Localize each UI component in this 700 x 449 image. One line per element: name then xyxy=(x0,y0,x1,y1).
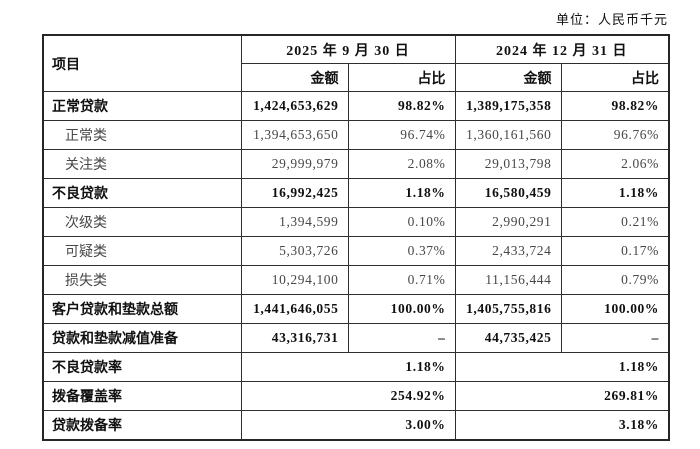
amount-2025-cell: 43,316,731 xyxy=(240,323,349,353)
table-row: 客户贷款和垫款总额 1,441,646,055 100.00% 1,405,755,8… xyxy=(42,294,670,324)
row-label-cell: 正常贷款 xyxy=(42,91,242,121)
value-2025-cell: 254.92% xyxy=(240,381,456,411)
row-label-cell: 关注类 xyxy=(42,149,242,179)
table-row: 可疑类 5,303,726 0.37% 2,433,724 0.17% xyxy=(42,236,670,266)
loan-quality-table: 项目 2025 年 9 月 30 日 2024 年 12 月 31 日 金额 占… xyxy=(42,34,670,441)
ratio-2025-cell: 0.37% xyxy=(347,236,456,266)
ratio-2025-cell: 1.18% xyxy=(347,178,456,208)
ratio-2025-cell: 100.00% xyxy=(347,294,456,324)
amount-2024-cell: 1,389,175,358 xyxy=(454,91,562,121)
amount-2025-cell: 1,394,599 xyxy=(240,207,349,237)
header-ratio-2025: 占比 xyxy=(347,63,456,92)
table-row: 不良贷款 16,992,425 1.18% 16,580,459 1.18% xyxy=(42,178,670,208)
ratio-2025-cell: 0.71% xyxy=(347,265,456,295)
header-period-2024: 2024 年 12 月 31 日 xyxy=(454,34,670,64)
header-amount-2025: 金额 xyxy=(240,63,349,92)
row-label-cell: 拨备覆盖率 xyxy=(42,381,242,411)
ratio-2025-cell: 2.08% xyxy=(347,149,456,179)
ratio-2024-cell: 0.79% xyxy=(560,265,670,295)
table-header: 项目 2025 年 9 月 30 日 2024 年 12 月 31 日 金额 占… xyxy=(42,34,670,92)
table-row: 正常类 1,394,653,650 96.74% 1,360,161,560 96.76… xyxy=(42,120,670,150)
header-ratio-2024: 占比 xyxy=(560,63,670,92)
ratio-2024-cell: 0.17% xyxy=(560,236,670,266)
ratio-2024-cell: 96.76% xyxy=(560,120,670,150)
amount-2024-cell: 29,013,798 xyxy=(454,149,562,179)
table-row: 不良贷款率 1.18% 1.18% xyxy=(42,352,670,382)
amount-2025-cell: 1,394,653,650 xyxy=(240,120,349,150)
row-label-cell: 可疑类 xyxy=(42,236,242,266)
row-label-cell: 正常类 xyxy=(42,120,242,150)
amount-2024-cell: 1,360,161,560 xyxy=(454,120,562,150)
row-label-cell: 贷款拨备率 xyxy=(42,410,242,441)
amount-2025-cell: 1,424,653,629 xyxy=(240,91,349,121)
table-row: 次级类 1,394,599 0.10% 2,990,291 0.21% xyxy=(42,207,670,237)
amount-2024-cell: 16,580,459 xyxy=(454,178,562,208)
ratio-2025-cell: 96.74% xyxy=(347,120,456,150)
ratio-2025-cell: 0.10% xyxy=(347,207,456,237)
row-label-cell: 次级类 xyxy=(42,207,242,237)
row-label-cell: 损失类 xyxy=(42,265,242,295)
ratio-2024-cell: 1.18% xyxy=(560,178,670,208)
table-row: 损失类 10,294,100 0.71% 11,156,444 0.79% xyxy=(42,265,670,295)
header-item-cell: 项目 xyxy=(42,34,242,92)
amount-2024-cell: 11,156,444 xyxy=(454,265,562,295)
ratio-2025-cell: – xyxy=(347,323,456,353)
row-label-cell: 客户贷款和垫款总额 xyxy=(42,294,242,324)
table-body: 正常贷款 1,424,653,629 98.82% 1,389,175,358 98.8… xyxy=(42,91,670,441)
amount-2024-cell: 1,405,755,816 xyxy=(454,294,562,324)
table-row: 关注类 29,999,979 2.08% 29,013,798 2.06% xyxy=(42,149,670,179)
value-2025-cell: 3.00% xyxy=(240,410,456,441)
row-label-cell: 不良贷款 xyxy=(42,178,242,208)
table-row: 拨备覆盖率 254.92% 269.81% xyxy=(42,381,670,411)
value-2024-cell: 3.18% xyxy=(454,410,670,441)
ratio-2024-cell: 0.21% xyxy=(560,207,670,237)
header-period-2025: 2025 年 9 月 30 日 xyxy=(240,34,456,64)
amount-2024-cell: 2,990,291 xyxy=(454,207,562,237)
ratio-2024-cell: 2.06% xyxy=(560,149,670,179)
amount-2024-cell: 44,735,425 xyxy=(454,323,562,353)
table-row: 贷款拨备率 3.00% 3.18% xyxy=(42,410,670,441)
amount-2025-cell: 1,441,646,055 xyxy=(240,294,349,324)
amount-2025-cell: 29,999,979 xyxy=(240,149,349,179)
ratio-2024-cell: – xyxy=(560,323,670,353)
value-2024-cell: 1.18% xyxy=(454,352,670,382)
table-row: 贷款和垫款减值准备 43,316,731–44,735,425– xyxy=(42,323,670,353)
ratio-2024-cell: 98.82% xyxy=(560,91,670,121)
amount-2025-cell: 16,992,425 xyxy=(240,178,349,208)
header-amount-2024: 金额 xyxy=(454,63,562,92)
row-label-cell: 不良贷款率 xyxy=(42,352,242,382)
unit-note: 单位：人民币千元 xyxy=(555,12,668,27)
ratio-2024-cell: 100.00% xyxy=(560,294,670,324)
amount-2025-cell: 5,303,726 xyxy=(240,236,349,266)
amount-2024-cell: 2,433,724 xyxy=(454,236,562,266)
value-2024-cell: 269.81% xyxy=(454,381,670,411)
amount-2025-cell: 10,294,100 xyxy=(240,265,349,295)
table-row: 正常贷款 1,424,653,629 98.82% 1,389,175,358 98.8… xyxy=(42,91,670,121)
value-2025-cell: 1.18% xyxy=(240,352,456,382)
ratio-2025-cell: 98.82% xyxy=(347,91,456,121)
row-label-cell: 贷款和垫款减值准备 xyxy=(42,323,242,353)
